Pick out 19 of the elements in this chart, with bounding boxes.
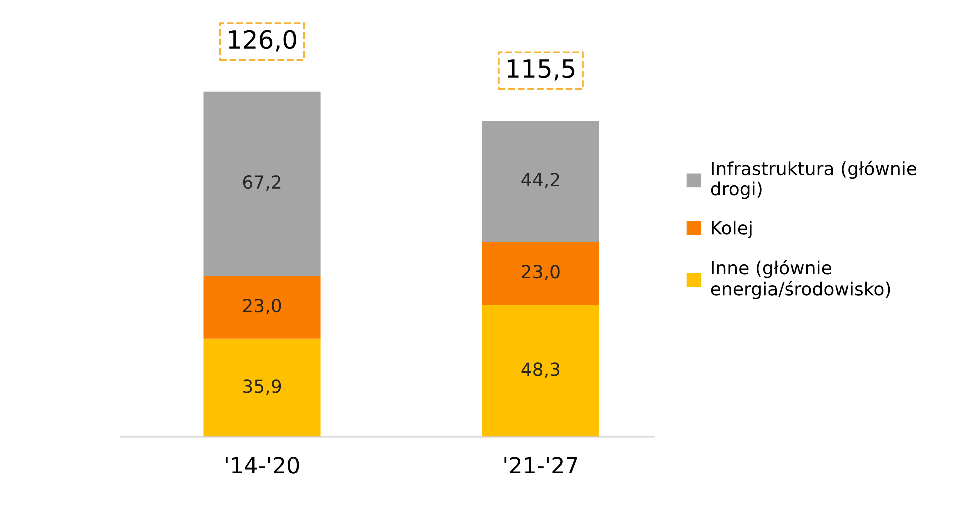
bar (204, 338, 321, 438)
bar (482, 242, 600, 305)
legend-label: Inne (głównie energia/środowisko) (711, 260, 890, 300)
data-label: 67,2 (243, 176, 281, 192)
bar (204, 92, 321, 276)
x-tick-label: '21-'27 (504, 457, 578, 474)
data-label: 23,0 (522, 265, 560, 281)
data-label: 44,2 (522, 173, 560, 189)
data-label: 48,3 (522, 362, 560, 378)
data-label: 23,0 (243, 299, 282, 315)
total-label: 126,0 (229, 30, 296, 52)
legend-label: Kolej (712, 220, 752, 238)
legend-label: Infrastruktura (głównie drogi) (711, 160, 917, 200)
bar (482, 120, 600, 242)
total-label: 115,5 (508, 60, 575, 81)
x-tick-label: '14-'20 (226, 457, 300, 474)
data-label: 35,9 (244, 380, 282, 396)
bar (204, 276, 321, 339)
bar (482, 304, 600, 438)
